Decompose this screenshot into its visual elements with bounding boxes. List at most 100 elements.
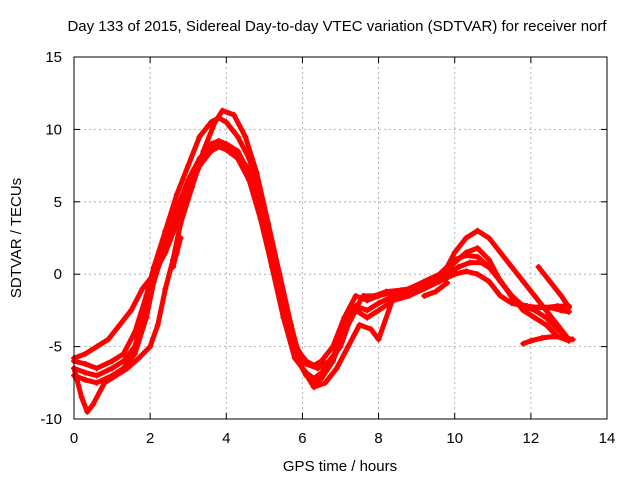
data-point (196, 162, 203, 169)
data-point (356, 321, 363, 328)
data-point (314, 365, 321, 372)
data-point (451, 249, 458, 256)
data-point (558, 292, 565, 299)
data-point (150, 271, 157, 278)
data-point (112, 372, 119, 379)
data-point (474, 227, 481, 234)
data-point (173, 249, 180, 256)
data-point (508, 263, 515, 270)
data-point (326, 358, 333, 365)
data-point (398, 287, 405, 294)
y-tick-label: -5 (49, 339, 62, 356)
data-point (268, 249, 275, 256)
data-point (478, 259, 485, 266)
data-point (177, 235, 184, 241)
data-point (520, 307, 527, 314)
data-point (120, 358, 127, 365)
data-point (143, 300, 150, 307)
data-point (375, 336, 382, 343)
data-point (310, 384, 317, 391)
data-point (466, 259, 473, 266)
y-axis-label: SDTVAR / TECUs (8, 178, 25, 298)
data-point (173, 220, 180, 227)
data-point (116, 321, 123, 328)
data-point (109, 365, 116, 372)
data-point (463, 268, 470, 275)
data-point (196, 133, 203, 140)
data-point (497, 292, 504, 299)
data-point (337, 343, 344, 350)
data-point (474, 271, 481, 278)
data-point (208, 145, 215, 152)
data-point (546, 304, 553, 311)
data-point (524, 303, 531, 310)
data-point (299, 365, 306, 372)
x-tick-label: 0 (70, 430, 78, 447)
data-point (322, 379, 329, 386)
data-point (474, 245, 481, 252)
data-point (375, 307, 382, 314)
data-point (101, 379, 108, 386)
data-point (485, 235, 492, 241)
data-point (512, 300, 519, 307)
data-point (413, 285, 420, 292)
series-line-track-1 (71, 138, 572, 371)
data-point (234, 133, 241, 140)
data-point (253, 169, 260, 176)
y-tick-label: 0 (54, 266, 62, 283)
data-point (120, 350, 127, 357)
series-line-track-3 (71, 115, 572, 386)
data-point (173, 191, 180, 198)
data-point (124, 365, 131, 372)
data-point (432, 288, 439, 295)
data-point (485, 256, 492, 263)
data-point (147, 343, 154, 350)
data-point (352, 292, 359, 299)
data-point (93, 343, 100, 350)
plot-frame (73, 56, 608, 420)
data-point (444, 279, 451, 286)
data-point (497, 249, 504, 256)
data-point (550, 333, 557, 340)
data-point (82, 369, 89, 376)
data-point (135, 355, 142, 362)
data-point (367, 326, 374, 333)
data-point (128, 307, 135, 314)
data-point (215, 140, 222, 147)
y-tick-label: 10 (45, 121, 62, 138)
data-point (93, 365, 100, 372)
data-point (291, 340, 298, 347)
data-point (246, 166, 253, 173)
data-point (531, 314, 538, 321)
data-point (154, 321, 161, 328)
data-point (360, 292, 367, 299)
data-point (93, 379, 100, 386)
data-point (463, 249, 470, 256)
data-point (531, 292, 538, 299)
data-point (444, 271, 451, 278)
data-point (131, 343, 138, 350)
data-point (223, 143, 230, 150)
data-point (569, 336, 576, 343)
data-point (554, 321, 561, 328)
y-tick-label: 5 (54, 194, 62, 211)
data-point (162, 285, 169, 292)
data-point (558, 307, 565, 314)
data-point (139, 285, 146, 292)
data-point (185, 191, 192, 198)
data-point (82, 376, 89, 383)
data-point (428, 278, 435, 285)
data-point (78, 394, 85, 401)
data-point (543, 314, 550, 321)
data-point (565, 304, 572, 311)
data-point (200, 148, 207, 155)
data-point (371, 292, 378, 299)
data-point (348, 311, 355, 318)
series-layer (71, 107, 576, 415)
data-point (84, 408, 91, 415)
series-line-track-5 (71, 141, 572, 371)
y-tick-label: 15 (45, 49, 62, 66)
data-point (303, 360, 310, 367)
x-tick-label: 8 (374, 430, 382, 447)
